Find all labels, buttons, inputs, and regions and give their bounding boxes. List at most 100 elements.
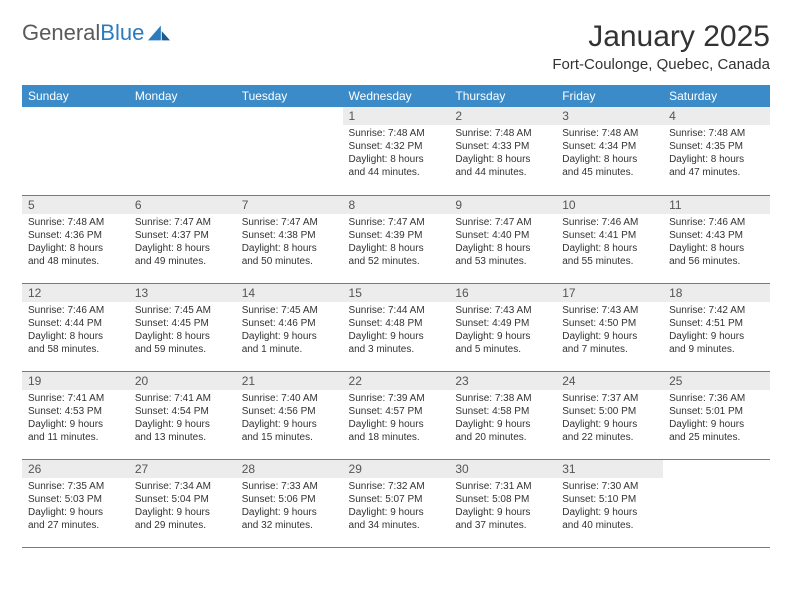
- calendar-cell: [236, 107, 343, 195]
- sunrise-text: Sunrise: 7:47 AM: [455, 216, 550, 229]
- day-details: Sunrise: 7:30 AMSunset: 5:10 PMDaylight:…: [556, 478, 663, 536]
- daylight-text: and 44 minutes.: [455, 166, 550, 179]
- day-number: 14: [236, 284, 343, 302]
- day-details: Sunrise: 7:40 AMSunset: 4:56 PMDaylight:…: [236, 390, 343, 448]
- sunset-text: Sunset: 4:54 PM: [135, 405, 230, 418]
- header: GeneralBlue January 2025 Fort-Coulonge, …: [22, 20, 770, 73]
- sunrise-text: Sunrise: 7:30 AM: [562, 480, 657, 493]
- sunrise-text: Sunrise: 7:46 AM: [669, 216, 764, 229]
- sunset-text: Sunset: 5:10 PM: [562, 493, 657, 506]
- calendar-cell: 26Sunrise: 7:35 AMSunset: 5:03 PMDayligh…: [22, 459, 129, 547]
- daylight-text: and 52 minutes.: [349, 255, 444, 268]
- sunset-text: Sunset: 4:34 PM: [562, 140, 657, 153]
- sunrise-text: Sunrise: 7:47 AM: [242, 216, 337, 229]
- daylight-text: Daylight: 9 hours: [455, 330, 550, 343]
- daylight-text: Daylight: 9 hours: [28, 418, 123, 431]
- day-number: 15: [343, 284, 450, 302]
- calendar-cell: 30Sunrise: 7:31 AMSunset: 5:08 PMDayligh…: [449, 459, 556, 547]
- day-number: 21: [236, 372, 343, 390]
- daylight-text: Daylight: 9 hours: [349, 330, 444, 343]
- daylight-text: Daylight: 9 hours: [562, 506, 657, 519]
- day-details: Sunrise: 7:34 AMSunset: 5:04 PMDaylight:…: [129, 478, 236, 536]
- calendar-row: 12Sunrise: 7:46 AMSunset: 4:44 PMDayligh…: [22, 283, 770, 371]
- weekday-header: Monday: [129, 85, 236, 107]
- daylight-text: Daylight: 9 hours: [562, 330, 657, 343]
- sunset-text: Sunset: 4:44 PM: [28, 317, 123, 330]
- calendar-cell: 25Sunrise: 7:36 AMSunset: 5:01 PMDayligh…: [663, 371, 770, 459]
- calendar-cell: 15Sunrise: 7:44 AMSunset: 4:48 PMDayligh…: [343, 283, 450, 371]
- day-details: Sunrise: 7:35 AMSunset: 5:03 PMDaylight:…: [22, 478, 129, 536]
- sunrise-text: Sunrise: 7:34 AM: [135, 480, 230, 493]
- sunrise-text: Sunrise: 7:38 AM: [455, 392, 550, 405]
- brand-part2: Blue: [100, 20, 144, 45]
- daylight-text: Daylight: 8 hours: [28, 330, 123, 343]
- sunrise-text: Sunrise: 7:46 AM: [562, 216, 657, 229]
- daylight-text: Daylight: 8 hours: [349, 242, 444, 255]
- sunset-text: Sunset: 5:00 PM: [562, 405, 657, 418]
- day-number: 31: [556, 460, 663, 478]
- sunrise-text: Sunrise: 7:40 AM: [242, 392, 337, 405]
- calendar-cell: 27Sunrise: 7:34 AMSunset: 5:04 PMDayligh…: [129, 459, 236, 547]
- sunrise-text: Sunrise: 7:31 AM: [455, 480, 550, 493]
- daylight-text: and 59 minutes.: [135, 343, 230, 356]
- title-block: January 2025 Fort-Coulonge, Quebec, Cana…: [552, 20, 770, 73]
- sunset-text: Sunset: 4:50 PM: [562, 317, 657, 330]
- sunset-text: Sunset: 4:38 PM: [242, 229, 337, 242]
- daylight-text: and 48 minutes.: [28, 255, 123, 268]
- calendar-table: Sunday Monday Tuesday Wednesday Thursday…: [22, 85, 770, 548]
- sunrise-text: Sunrise: 7:39 AM: [349, 392, 444, 405]
- sunset-text: Sunset: 4:58 PM: [455, 405, 550, 418]
- day-details: Sunrise: 7:41 AMSunset: 4:53 PMDaylight:…: [22, 390, 129, 448]
- daylight-text: Daylight: 8 hours: [242, 242, 337, 255]
- day-number: 4: [663, 107, 770, 125]
- calendar-cell: 29Sunrise: 7:32 AMSunset: 5:07 PMDayligh…: [343, 459, 450, 547]
- calendar-cell: 23Sunrise: 7:38 AMSunset: 4:58 PMDayligh…: [449, 371, 556, 459]
- day-details: Sunrise: 7:48 AMSunset: 4:36 PMDaylight:…: [22, 214, 129, 272]
- sunset-text: Sunset: 5:07 PM: [349, 493, 444, 506]
- sunset-text: Sunset: 5:01 PM: [669, 405, 764, 418]
- day-details: Sunrise: 7:42 AMSunset: 4:51 PMDaylight:…: [663, 302, 770, 360]
- sunrise-text: Sunrise: 7:47 AM: [135, 216, 230, 229]
- day-number: 10: [556, 196, 663, 214]
- daylight-text: and 37 minutes.: [455, 519, 550, 532]
- calendar-cell: 12Sunrise: 7:46 AMSunset: 4:44 PMDayligh…: [22, 283, 129, 371]
- day-number: 29: [343, 460, 450, 478]
- daylight-text: Daylight: 8 hours: [135, 330, 230, 343]
- calendar-cell: 28Sunrise: 7:33 AMSunset: 5:06 PMDayligh…: [236, 459, 343, 547]
- weekday-header: Sunday: [22, 85, 129, 107]
- sunrise-text: Sunrise: 7:41 AM: [135, 392, 230, 405]
- day-details: Sunrise: 7:39 AMSunset: 4:57 PMDaylight:…: [343, 390, 450, 448]
- daylight-text: Daylight: 9 hours: [242, 330, 337, 343]
- sunset-text: Sunset: 4:35 PM: [669, 140, 764, 153]
- weekday-header: Saturday: [663, 85, 770, 107]
- sunset-text: Sunset: 5:08 PM: [455, 493, 550, 506]
- daylight-text: Daylight: 8 hours: [669, 153, 764, 166]
- daylight-text: and 56 minutes.: [669, 255, 764, 268]
- calendar-cell: 10Sunrise: 7:46 AMSunset: 4:41 PMDayligh…: [556, 195, 663, 283]
- calendar-cell: 6Sunrise: 7:47 AMSunset: 4:37 PMDaylight…: [129, 195, 236, 283]
- sunrise-text: Sunrise: 7:36 AM: [669, 392, 764, 405]
- calendar-cell: 2Sunrise: 7:48 AMSunset: 4:33 PMDaylight…: [449, 107, 556, 195]
- weekday-header: Tuesday: [236, 85, 343, 107]
- sunrise-text: Sunrise: 7:46 AM: [28, 304, 123, 317]
- daylight-text: and 13 minutes.: [135, 431, 230, 444]
- day-details: Sunrise: 7:41 AMSunset: 4:54 PMDaylight:…: [129, 390, 236, 448]
- calendar-cell: 11Sunrise: 7:46 AMSunset: 4:43 PMDayligh…: [663, 195, 770, 283]
- sunset-text: Sunset: 4:53 PM: [28, 405, 123, 418]
- sunrise-text: Sunrise: 7:35 AM: [28, 480, 123, 493]
- day-number: 7: [236, 196, 343, 214]
- daylight-text: and 1 minute.: [242, 343, 337, 356]
- daylight-text: and 18 minutes.: [349, 431, 444, 444]
- daylight-text: Daylight: 9 hours: [242, 418, 337, 431]
- sunrise-text: Sunrise: 7:43 AM: [562, 304, 657, 317]
- calendar-cell: 31Sunrise: 7:30 AMSunset: 5:10 PMDayligh…: [556, 459, 663, 547]
- daylight-text: and 29 minutes.: [135, 519, 230, 532]
- sunrise-text: Sunrise: 7:47 AM: [349, 216, 444, 229]
- sunset-text: Sunset: 4:39 PM: [349, 229, 444, 242]
- daylight-text: Daylight: 8 hours: [669, 242, 764, 255]
- location-text: Fort-Coulonge, Quebec, Canada: [552, 56, 770, 73]
- sunrise-text: Sunrise: 7:33 AM: [242, 480, 337, 493]
- day-details: Sunrise: 7:37 AMSunset: 5:00 PMDaylight:…: [556, 390, 663, 448]
- daylight-text: Daylight: 8 hours: [562, 153, 657, 166]
- day-number: 1: [343, 107, 450, 125]
